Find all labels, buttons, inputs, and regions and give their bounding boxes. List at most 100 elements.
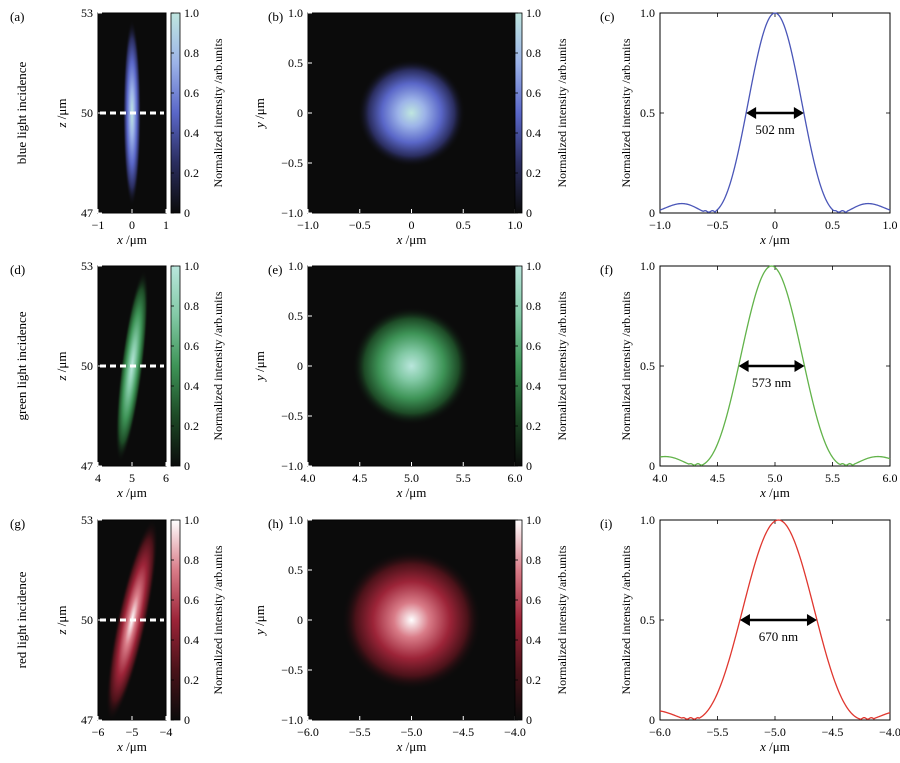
colorbar-label: Normalized intensity /arb.units: [555, 38, 569, 187]
colorbar-tick-label: 0.6: [526, 339, 541, 353]
z-tick-label: 53: [81, 259, 93, 273]
x-tick-label: 0: [129, 218, 135, 232]
y-tick-label: −1.0: [281, 206, 303, 220]
x-tick-label: −4.5: [452, 725, 474, 739]
x-axis-label: x /μm: [759, 739, 790, 754]
row-label: red light incidence: [14, 571, 29, 668]
xy-focal-spot: [352, 307, 470, 425]
x-axis-label: x /μm: [116, 485, 147, 500]
panel-label: (a): [10, 9, 24, 24]
y-tick-label: 0: [649, 206, 655, 220]
x-tick-label: −4: [160, 725, 173, 739]
z-tick-label: 53: [81, 6, 93, 20]
colorbar-tick-label: 0.4: [184, 126, 199, 140]
colorbar-tick-label: 0: [184, 206, 190, 220]
z-tick-label: 50: [81, 359, 93, 373]
z-tick-label: 50: [81, 106, 93, 120]
x-tick-label: −6.0: [649, 725, 671, 739]
panel-label: (c): [600, 9, 614, 24]
colorbar-label: Normalized intensity /arb.units: [211, 291, 225, 440]
x-axis-label: x /μm: [396, 232, 427, 247]
x-tick-label: −4.0: [879, 725, 900, 739]
colorbar-tick-label: 0.8: [526, 553, 541, 567]
y-axis-label: y /μm: [252, 98, 267, 130]
x-tick-label: 0.5: [456, 218, 471, 232]
colorbar-xz: [171, 13, 180, 213]
x-axis-label: x /μm: [116, 739, 147, 754]
y-tick-label: 0.5: [288, 563, 303, 577]
x-axis-label: x /μm: [759, 485, 790, 500]
colorbar-tick-label: 0.8: [526, 46, 541, 60]
y-tick-label: −1.0: [281, 713, 303, 727]
colorbar-tick-label: 0.2: [526, 673, 541, 687]
y-tick-label: 0.5: [640, 359, 655, 373]
x-tick-label: −6: [92, 725, 105, 739]
y-tick-label: −0.5: [281, 156, 303, 170]
xy-focal-spot: [358, 59, 466, 167]
colorbar-tick-label: 0.8: [184, 46, 199, 60]
colorbar-tick-label: 0.6: [526, 593, 541, 607]
y-tick-label: 1.0: [288, 513, 303, 527]
panel-label: (g): [10, 516, 25, 531]
y-tick-label: 0.5: [288, 309, 303, 323]
x-tick-label: 4.0: [653, 471, 668, 485]
colorbar-tick-label: 0.6: [184, 593, 199, 607]
x-tick-label: 6.0: [883, 471, 898, 485]
colorbar-label: Normalized intensity /arb.units: [211, 545, 225, 694]
panel-label: (i): [600, 516, 612, 531]
colorbar-label: Normalized intensity /arb.units: [211, 38, 225, 187]
y-tick-label: −0.5: [281, 663, 303, 677]
panel-label: (b): [268, 9, 283, 24]
colorbar-tick-label: 1.0: [184, 513, 199, 527]
y-tick-label: 0: [649, 459, 655, 473]
colorbar-tick-label: 0.4: [526, 126, 541, 140]
colorbar-xy: [515, 266, 522, 466]
y-axis-label: Normalized intensity /arb.units: [619, 545, 633, 694]
y-tick-label: 0.5: [288, 56, 303, 70]
x-tick-label: 5.5: [456, 471, 471, 485]
x-tick-label: 1.0: [508, 218, 523, 232]
y-tick-label: 0.5: [640, 106, 655, 120]
x-tick-label: −0.5: [707, 218, 729, 232]
colorbar-tick-label: 0: [184, 713, 190, 727]
colorbar-tick-label: 0.2: [184, 166, 199, 180]
x-axis-label: x /μm: [116, 232, 147, 247]
colorbar-tick-label: 0: [526, 459, 532, 473]
x-tick-label: 5: [129, 471, 135, 485]
colorbar-xy: [515, 520, 522, 720]
y-tick-label: 0.5: [640, 613, 655, 627]
x-tick-label: −1.0: [649, 218, 671, 232]
colorbar-tick-label: 0.8: [526, 299, 541, 313]
y-tick-label: 0: [649, 713, 655, 727]
colorbar-tick-label: 0: [526, 713, 532, 727]
x-tick-label: 0.5: [825, 218, 840, 232]
colorbar-tick-label: 1.0: [184, 6, 199, 20]
z-axis-label: z /μm: [54, 98, 69, 128]
panel-label: (h): [268, 516, 283, 531]
colorbar-tick-label: 1.0: [526, 6, 541, 20]
x-tick-label: 6: [163, 471, 169, 485]
x-tick-label: −4.0: [504, 725, 526, 739]
colorbar-tick-label: 0: [526, 206, 532, 220]
colorbar-tick-label: 0.4: [526, 633, 541, 647]
y-tick-label: −0.5: [281, 409, 303, 423]
x-axis-label: x /μm: [396, 739, 427, 754]
colorbar-label: Normalized intensity /arb.units: [555, 291, 569, 440]
x-tick-label: 4.5: [710, 471, 725, 485]
x-tick-label: −1: [92, 218, 105, 232]
colorbar-tick-label: 0.2: [184, 673, 199, 687]
x-tick-label: 5.0: [768, 471, 783, 485]
z-axis-label: z /μm: [54, 605, 69, 635]
row-label: blue light incidence: [14, 62, 29, 165]
x-tick-label: −5.5: [349, 725, 371, 739]
colorbar-tick-label: 0.2: [184, 419, 199, 433]
y-tick-label: 1.0: [640, 6, 655, 20]
x-tick-label: 5.0: [404, 471, 419, 485]
panel-label: (e): [268, 262, 282, 277]
colorbar-tick-label: 0.6: [184, 339, 199, 353]
x-tick-label: 4.5: [352, 471, 367, 485]
y-axis-label: Normalized intensity /arb.units: [619, 38, 633, 187]
colorbar-tick-label: 1.0: [526, 513, 541, 527]
y-tick-label: 1.0: [288, 6, 303, 20]
xy-focal-spot: [342, 550, 482, 690]
